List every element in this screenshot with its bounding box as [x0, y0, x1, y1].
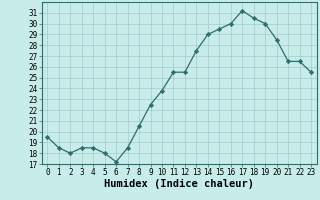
- X-axis label: Humidex (Indice chaleur): Humidex (Indice chaleur): [104, 179, 254, 189]
